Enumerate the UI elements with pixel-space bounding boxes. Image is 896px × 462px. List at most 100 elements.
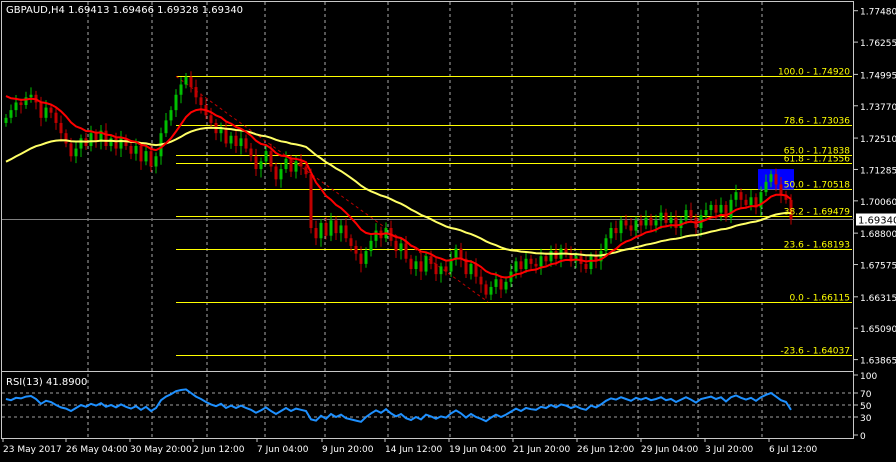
candle-body: [99, 130, 103, 141]
candle-body: [484, 284, 488, 295]
time-tick-label: 7 Jun 04:00: [257, 445, 309, 455]
rsi-tick-label: 50: [860, 402, 872, 412]
candle-body: [354, 245, 358, 254]
price-tick-label: 1.71285: [860, 166, 896, 176]
candle-body: [319, 222, 323, 239]
candle-body: [594, 256, 598, 262]
candle-body: [29, 94, 33, 98]
candle-body: [429, 256, 433, 264]
candle-body: [634, 220, 638, 231]
candle-body: [539, 256, 543, 267]
candle-body: [669, 217, 673, 223]
candle-body: [584, 263, 588, 270]
candle-body: [184, 76, 188, 85]
rsi-tick-label: 30: [860, 414, 872, 424]
fibonacci-retracement[interactable]: [176, 76, 852, 356]
candle-body: [399, 243, 403, 252]
candle-body: [424, 256, 428, 272]
time-tick-label: 29 Jun 04:00: [641, 445, 698, 455]
candle-body: [659, 212, 663, 221]
price-tick-label: 1.73770: [860, 103, 896, 113]
candle-body: [69, 143, 73, 157]
moving-average-fast[interactable]: [5, 95, 792, 279]
candle-body: [519, 261, 523, 270]
candle-body: [604, 238, 608, 252]
time-tick-label: 26 May 04:00: [66, 445, 128, 455]
fibonacci-labels: 100.0 - 1.74920 78.6 - 1.73036 65.0 - 1.71…: [778, 68, 850, 357]
candle-body: [554, 251, 558, 259]
candle-body: [374, 230, 378, 241]
fib-level-label: 78.6 - 1.73036: [784, 117, 850, 127]
time-tick-label: 6 Jul 12:00: [769, 445, 818, 455]
candle-body: [74, 148, 78, 157]
rsi-header: RSI(13) 41.8900: [6, 377, 87, 388]
rsi-tick-label: 100: [860, 372, 877, 382]
candle-body: [164, 120, 168, 134]
price-tick-label: 1.68800: [860, 230, 896, 240]
candle-body: [454, 248, 458, 259]
candle-body: [489, 286, 493, 295]
fib-level-label: 61.8 - 1.71556: [784, 155, 850, 165]
candle-body: [569, 253, 573, 262]
candle-body: [644, 217, 648, 226]
rsi-line[interactable]: [5, 388, 792, 423]
candle-body: [459, 248, 463, 259]
candle-body: [469, 263, 473, 275]
candle-body: [339, 225, 343, 234]
candle-body: [134, 146, 138, 154]
candle-body: [334, 220, 338, 234]
candle-body: [729, 199, 733, 218]
candle-body: [239, 138, 243, 147]
candle-body: [369, 240, 373, 252]
price-tick-label: 1.70060: [860, 198, 896, 208]
price-tick-label: 1.67575: [860, 262, 896, 272]
candle-body: [249, 148, 253, 157]
candle-body: [444, 266, 448, 272]
candle-body: [129, 146, 133, 154]
chart-header: GBPAUD,H4 1.69413 1.69466 1.69328 1.6934…: [6, 5, 243, 16]
candle-body: [549, 251, 553, 262]
fib-level-label: 65.0 - 1.71838: [784, 147, 850, 157]
candle-body: [514, 261, 518, 272]
candle-body: [154, 156, 158, 167]
candle-body: [674, 217, 678, 229]
price-tick-label: 1.76255: [860, 39, 896, 49]
candle-body: [54, 112, 58, 123]
rsi-levels: [2, 392, 854, 418]
candle-body: [324, 222, 328, 236]
candle-body: [264, 151, 268, 162]
candle-body: [769, 174, 773, 182]
candle-body: [14, 102, 18, 111]
current-price-label: 1.69340: [858, 216, 896, 227]
candle-body: [624, 220, 628, 226]
candle-body: [179, 84, 183, 95]
price-tick-label: 1.65090: [860, 325, 896, 335]
candle-body: [19, 102, 23, 106]
candle-body: [189, 76, 193, 88]
price-axis[interactable]: 1.77480 1.76255 1.74995 1.73770 1.72510 1.712…: [854, 8, 896, 367]
candle-body: [144, 151, 148, 162]
fib-level-label: 50.0 - 1.70518: [784, 181, 850, 191]
candle-body: [649, 217, 653, 226]
candle-body: [629, 225, 633, 231]
rsi-axis: 100 70 50 30 0: [854, 372, 877, 442]
candle-body: [714, 204, 718, 213]
fib-level-label: 0.0 - 1.66115: [790, 294, 851, 304]
time-tick-label: 26 Jun 12:00: [577, 445, 634, 455]
time-axis[interactable]: 23 May 2017 26 May 04:00 30 May 20:00 2 Jun…: [2, 438, 818, 455]
candle-body: [309, 174, 313, 229]
candle-body: [59, 122, 63, 134]
candle-body: [434, 263, 438, 275]
candle-body: [614, 228, 618, 234]
candle-body: [219, 128, 223, 134]
candle-body: [244, 138, 248, 149]
candle-body: [39, 102, 43, 118]
candle-body: [639, 220, 643, 226]
rsi-tick-label: 70: [860, 390, 872, 400]
candle-body: [234, 135, 238, 147]
rsi-tick-label: 0: [860, 432, 866, 442]
candle-body: [294, 161, 298, 172]
candle-body: [409, 258, 413, 270]
